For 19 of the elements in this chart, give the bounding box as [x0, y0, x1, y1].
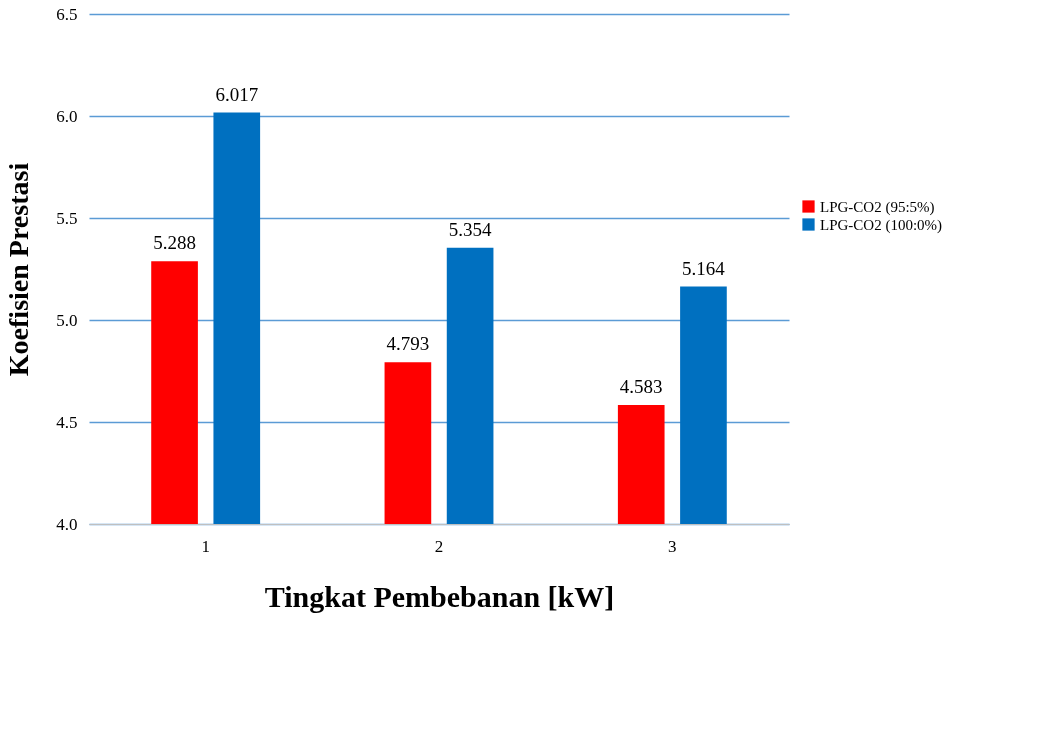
data-label: 4.793	[386, 333, 430, 355]
data-label: 6.017	[215, 83, 259, 105]
y-tick-label: 6.0	[56, 106, 78, 126]
y-tick-label: 6.5	[56, 4, 78, 24]
y-tick-label: 4.0	[56, 514, 78, 534]
y-tick-label: 5.5	[56, 208, 78, 228]
x-tick-label: 1	[201, 536, 210, 556]
data-label: 5.288	[153, 232, 196, 254]
x-tick-label: 2	[434, 536, 444, 556]
y-tick-label: 4.5	[56, 412, 78, 432]
y-axis-title: Koefisien Prestasi	[3, 162, 35, 377]
legend-label: LPG-CO2 (95:5%)	[820, 198, 935, 216]
x-tick-label: 3	[668, 536, 677, 556]
legend-label: LPG-CO2 (100:0%)	[820, 216, 943, 234]
data-label: 5.164	[682, 257, 726, 279]
y-tick-label: 5.0	[56, 310, 78, 330]
data-label: 4.583	[619, 376, 663, 398]
x-axis-title: Tingkat Pembebanan [kW]	[264, 579, 615, 613]
data-label: 5.354	[448, 218, 492, 240]
